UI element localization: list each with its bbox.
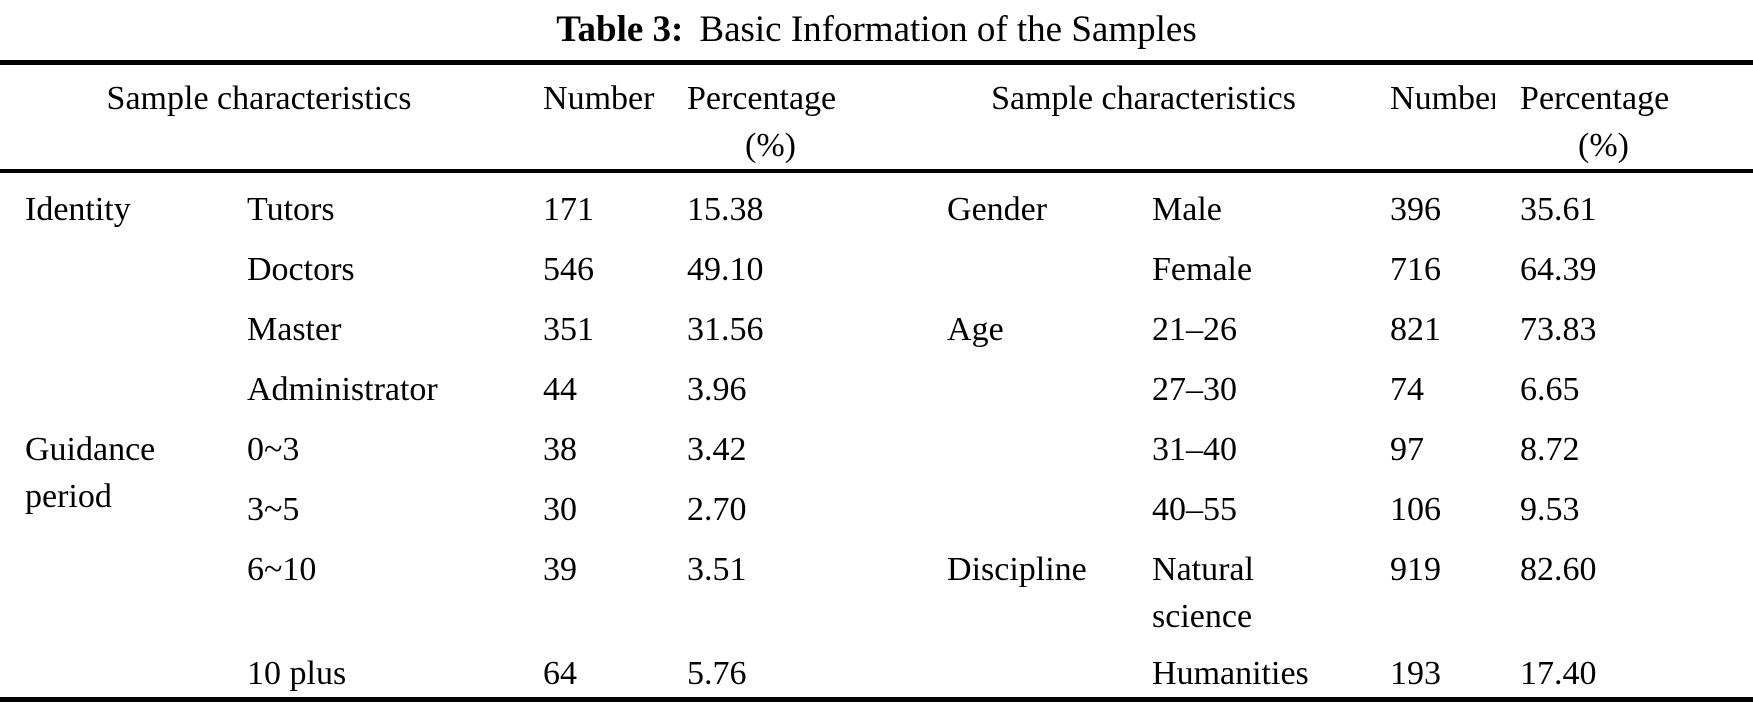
- label-cell: Administrator: [247, 371, 438, 408]
- percent-cell: 2.70: [687, 491, 747, 528]
- number-cell: 396: [1390, 191, 1442, 228]
- label-cell: 40–55: [1152, 491, 1238, 528]
- category-cell-discipline: Discipline: [947, 551, 1087, 588]
- percent-cell: 49.10: [687, 251, 764, 288]
- label-natural-science-text: Natural science: [1152, 551, 1254, 635]
- percent-cell: 64.39: [1520, 251, 1597, 288]
- number-cell: 74: [1390, 371, 1425, 408]
- label-cell: Natural science: [1127, 533, 1365, 640]
- samples-table: Sample characteristics Number Percentage…: [0, 60, 1753, 702]
- label-cell: 31–40: [1152, 431, 1238, 468]
- label-cell: 27–30: [1152, 371, 1238, 408]
- table-row: Identity Tutors 171 15.38 Gender Male 39…: [0, 171, 1753, 233]
- label-cell: Humanities: [1152, 655, 1309, 692]
- label-cell: 6~10: [247, 551, 317, 588]
- category-cell-guidance-period: Guidance period: [0, 413, 222, 700]
- header-row: Sample characteristics Number Percentage…: [0, 62, 1753, 173]
- label-cell: Male: [1152, 191, 1222, 228]
- table-caption: Table 3: Basic Information of the Samples: [0, 0, 1753, 60]
- number-cell: 38: [543, 431, 578, 468]
- label-cell: 21–26: [1152, 311, 1238, 348]
- number-cell: 546: [543, 251, 595, 288]
- number-cell: 30: [543, 491, 578, 528]
- percent-cell: 3.51: [687, 551, 747, 588]
- percent-cell: 6.65: [1520, 371, 1580, 408]
- percent-cell: 31.56: [687, 311, 764, 348]
- number-cell: 821: [1390, 311, 1442, 348]
- label-cell: 10 plus: [247, 655, 347, 692]
- category-guidance-period-text: Guidance period: [25, 431, 156, 515]
- table-row: Administrator 44 3.96 27–30 74 6.65: [0, 353, 1753, 413]
- label-cell: 3~5: [247, 491, 300, 528]
- number-cell: 39: [543, 551, 578, 588]
- table-row: Master 351 31.56 Age 21–26 821 73.83: [0, 293, 1753, 353]
- header-percentage-left-unit: (%): [745, 127, 796, 164]
- table-row: 6~10 39 3.51 Discipline Natural science …: [0, 533, 1753, 640]
- header-percentage-left: Percentage (%): [662, 62, 923, 173]
- header-percentage-left-word: Percentage: [687, 80, 837, 117]
- category-cell-identity: Identity: [25, 191, 131, 228]
- table-caption-label: Table 3:: [556, 9, 684, 50]
- number-cell: 193: [1390, 655, 1442, 692]
- table-caption-text: Basic Information of the Samples: [699, 9, 1197, 50]
- header-number-left: Number: [518, 62, 663, 173]
- percent-cell: 3.42: [687, 431, 747, 468]
- percent-cell: 3.96: [687, 371, 747, 408]
- number-cell: 64: [543, 655, 578, 692]
- percent-cell: 9.53: [1520, 491, 1580, 528]
- number-cell: 919: [1390, 551, 1442, 588]
- header-percentage-right: Percentage (%): [1495, 62, 1753, 173]
- header-percentage-right-word: Percentage: [1520, 80, 1670, 117]
- category-cell-gender: Gender: [947, 191, 1048, 228]
- header-sample-characteristics-right: Sample characteristics: [922, 62, 1366, 173]
- table-row: 3~5 30 2.70 40–55 106 9.53: [0, 473, 1753, 533]
- header-number-right: Number: [1365, 62, 1496, 173]
- percent-cell: 15.38: [687, 191, 764, 228]
- number-cell: 171: [543, 191, 595, 228]
- label-cell: 0~3: [247, 431, 300, 468]
- percent-cell: 8.72: [1520, 431, 1580, 468]
- label-cell: Female: [1152, 251, 1253, 288]
- category-cell-age: Age: [947, 311, 1004, 348]
- percent-cell: 82.60: [1520, 551, 1597, 588]
- label-cell: Tutors: [247, 191, 335, 228]
- header-percentage-right-unit: (%): [1578, 127, 1629, 164]
- number-cell: 106: [1390, 491, 1442, 528]
- number-cell: 97: [1390, 431, 1425, 468]
- number-cell: 44: [543, 371, 578, 408]
- label-cell: Doctors: [247, 251, 355, 288]
- label-cell: Master: [247, 311, 342, 348]
- number-cell: 716: [1390, 251, 1442, 288]
- table-row: Doctors 546 49.10 Female 716 64.39: [0, 233, 1753, 293]
- header-sample-characteristics-left: Sample characteristics: [0, 62, 519, 173]
- percent-cell: 35.61: [1520, 191, 1597, 228]
- percent-cell: 17.40: [1520, 655, 1597, 692]
- table-row: 10 plus 64 5.76 Humanities 193 17.40: [0, 640, 1753, 700]
- number-cell: 351: [543, 311, 595, 348]
- percent-cell: 5.76: [687, 655, 747, 692]
- table-row: Guidance period 0~3 38 3.42 31–40 97 8.7…: [0, 413, 1753, 515]
- percent-cell: 73.83: [1520, 311, 1597, 348]
